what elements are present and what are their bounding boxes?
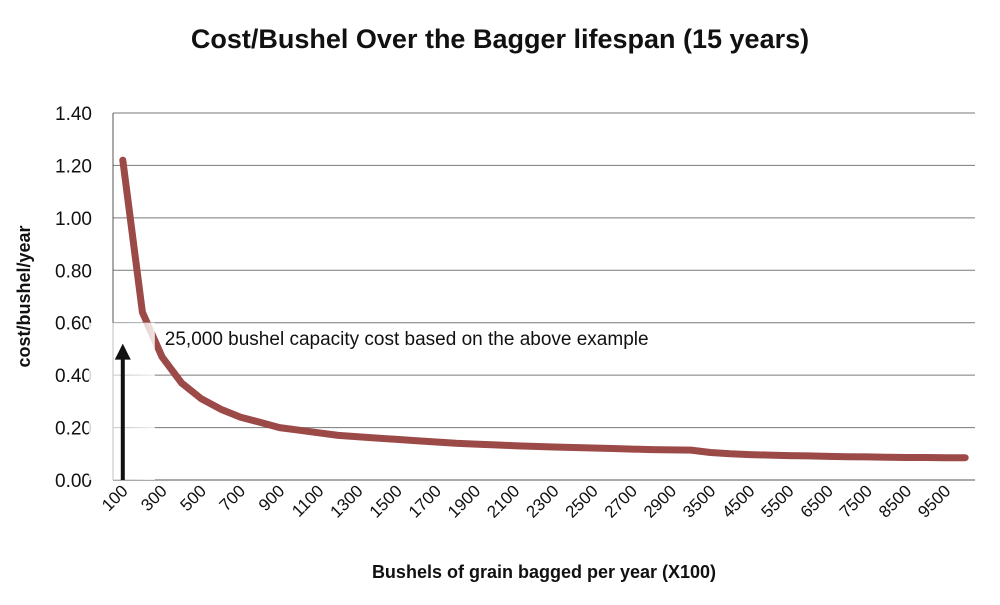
y-tick-label: 1.40	[55, 104, 92, 125]
x-tick-label: 8500	[875, 481, 915, 521]
x-tick-label: 2100	[483, 481, 523, 521]
y-tick-label: 0.20	[55, 419, 92, 440]
y-tick-label: 0.00	[55, 471, 92, 492]
y-tick-label: 0.60	[55, 314, 92, 335]
chart-title: Cost/Bushel Over the Bagger lifespan (15…	[190, 24, 810, 54]
y-tick-label: 0.80	[55, 261, 92, 282]
x-tick-label: 4500	[718, 481, 758, 521]
x-axis-label: Bushels of grain bagged per year (X100)	[372, 562, 716, 582]
x-tick-label: 700	[216, 481, 249, 514]
y-tick-label: 1.20	[55, 156, 92, 177]
x-tick-label: 2700	[601, 481, 641, 521]
x-tick-label: 2900	[640, 481, 680, 521]
x-tick-label: 2500	[562, 481, 602, 521]
y-tick-label: 0.40	[55, 366, 92, 387]
gridlines	[113, 112, 975, 429]
y-axis-ticks: 0.00 0.20 0.40 0.60 0.80 1.00 1.20 1.40	[55, 104, 92, 492]
x-tick-label: 6500	[797, 481, 837, 521]
annotation-arrowhead	[114, 343, 131, 360]
x-tick-label: 500	[176, 481, 209, 514]
x-axis-ticks: 100 300 500 700 900 1100130015001700190021002…	[98, 481, 954, 521]
y-tick-label: 1.00	[55, 209, 92, 230]
x-tick-label: 300	[137, 481, 170, 514]
x-tick-label: 7500	[836, 481, 876, 521]
x-tick-label: 1900	[444, 481, 484, 521]
series-line	[119, 156, 969, 462]
x-tick-label: 1700	[405, 481, 445, 521]
x-tick-label: 2300	[522, 481, 562, 521]
x-tick-label: 5500	[758, 481, 798, 521]
x-tick-label: 1100	[288, 481, 327, 520]
x-tick-label: 100	[98, 481, 131, 514]
x-tick-label: 9500	[914, 481, 954, 521]
annotation-text: 25,000 bushel capacity cost based on the…	[165, 329, 649, 350]
x-tick-label: 1500	[366, 481, 406, 521]
x-tick-label: 3500	[679, 481, 719, 521]
x-tick-label: 900	[255, 481, 288, 514]
y-axis-label: cost/bushel/year	[14, 225, 34, 367]
x-tick-label: 1300	[327, 481, 367, 521]
